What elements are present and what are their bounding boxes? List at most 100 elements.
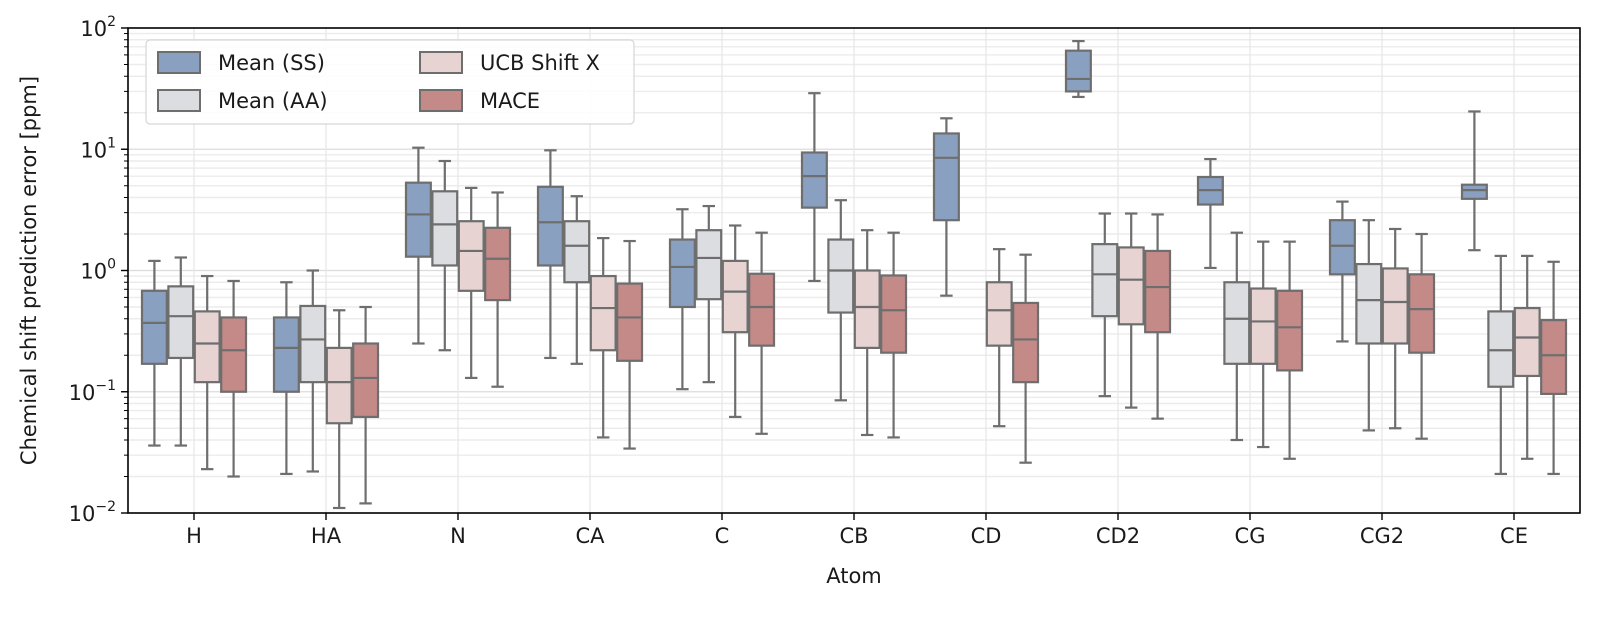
iqr-box (404, 181, 432, 258)
x-tick-label-ha: HA (311, 524, 342, 548)
y-axis-label: Chemical shift prediction error [ppm] (17, 76, 41, 465)
legend-swatch (419, 89, 463, 112)
iqr-box (1064, 49, 1092, 93)
box-group-ca (536, 149, 644, 450)
x-tick-label-cg2: CG2 (1360, 524, 1404, 548)
iqr-box (1223, 281, 1251, 365)
box-ucb-shift-x (193, 274, 221, 471)
iqr-box (721, 259, 749, 334)
box-mean-ss (1328, 200, 1356, 343)
iqr-box (457, 220, 485, 292)
box-mean-ss (932, 117, 960, 297)
legend-swatch (419, 51, 463, 74)
iqr-box (1276, 289, 1304, 372)
box-mean-ss (272, 281, 300, 476)
legend-label: MACE (480, 89, 540, 113)
box-mace (1540, 260, 1568, 476)
box-mace (1408, 232, 1436, 440)
iqr-box (932, 132, 960, 222)
box-mean-aa (563, 195, 591, 365)
iqr-box (272, 316, 300, 393)
box-mean-aa (695, 204, 723, 384)
box-mean-aa (1223, 231, 1251, 442)
iqr-box (1249, 287, 1277, 365)
iqr-box (800, 151, 828, 209)
legend-label: Mean (AA) (218, 89, 328, 113)
box-group-cd (932, 117, 1040, 464)
box-mean-ss (404, 146, 432, 345)
box-ucb-shift-x (457, 186, 485, 380)
iqr-box (1381, 267, 1409, 345)
box-mace (352, 305, 380, 505)
box-mean-aa (1487, 254, 1515, 476)
iqr-box (853, 269, 881, 349)
iqr-box (695, 229, 723, 301)
box-mean-aa (1091, 212, 1119, 398)
x-axis-label: Atom (826, 564, 882, 588)
box-mace (880, 231, 908, 439)
box-group-c (668, 204, 776, 435)
box-group-cd2 (1064, 39, 1172, 420)
x-tick-label-ce: CE (1500, 524, 1528, 548)
iqr-box (1408, 273, 1436, 354)
x-tick-label-cd: CD (971, 524, 1002, 548)
box-mean-aa (1355, 219, 1383, 432)
x-tick-label-c: C (715, 524, 730, 548)
box-mace (220, 279, 248, 478)
box-mace (1144, 213, 1172, 420)
y-tick-label: 10−2 (69, 499, 116, 526)
iqr-box (1355, 262, 1383, 345)
legend-label: Mean (SS) (218, 51, 325, 75)
box-ucb-shift-x (589, 237, 617, 439)
legend-item: Mean (AA) (157, 89, 328, 113)
box-ucb-shift-x (853, 229, 881, 437)
box-ucb-shift-x (721, 224, 749, 419)
legend-swatch (157, 89, 201, 112)
iqr-box (880, 274, 908, 354)
box-group-n (404, 146, 512, 388)
box-mean-aa (167, 256, 195, 447)
iqr-box (325, 346, 353, 425)
iqr-box (352, 342, 380, 419)
box-mace (1276, 240, 1304, 460)
legend-item: Mean (SS) (157, 51, 325, 75)
iqr-box (140, 289, 168, 365)
iqr-box (1487, 310, 1515, 388)
iqr-box (1012, 301, 1040, 384)
box-group-h (140, 256, 248, 478)
iqr-box (1328, 219, 1356, 276)
legend-item: UCB Shift X (419, 51, 600, 75)
box-ucb-shift-x (1249, 240, 1277, 449)
iqr-box (167, 285, 195, 360)
box-ucb-shift-x (1117, 212, 1145, 409)
box-ucb-shift-x (325, 309, 353, 510)
iqr-box (985, 281, 1013, 347)
legend-item: MACE (419, 89, 540, 113)
box-mean-ss (1196, 157, 1224, 270)
iqr-box (1117, 246, 1145, 326)
iqr-box (1460, 183, 1488, 200)
iqr-box (1144, 249, 1172, 334)
x-tick-label-cg: CG (1235, 524, 1266, 548)
box-group-cg (1196, 157, 1304, 460)
box-group-cb (800, 92, 908, 439)
box-group-ce (1460, 110, 1568, 476)
box-mean-ss (140, 259, 168, 447)
y-axis: 10−2 10−1 100 101 102 (69, 14, 128, 526)
legend-label: UCB Shift X (480, 51, 600, 75)
iqr-box (299, 304, 327, 384)
box-mean-aa (299, 269, 327, 473)
iqr-box (1513, 306, 1541, 378)
iqr-box (484, 226, 512, 302)
iqr-box (563, 220, 591, 284)
box-mean-ss (1460, 110, 1488, 252)
box-groups (140, 39, 1568, 510)
legend: Mean (SS) Mean (AA) UCB Shift X MACE (145, 39, 635, 125)
iqr-box (193, 310, 221, 384)
iqr-box (1091, 243, 1119, 318)
box-ucb-shift-x (1513, 254, 1541, 460)
x-axis: H HA N CA C CB CD CD2 CG CG2 CE (186, 513, 1528, 548)
box-mean-ss (668, 208, 696, 391)
legend-frame (145, 39, 635, 125)
